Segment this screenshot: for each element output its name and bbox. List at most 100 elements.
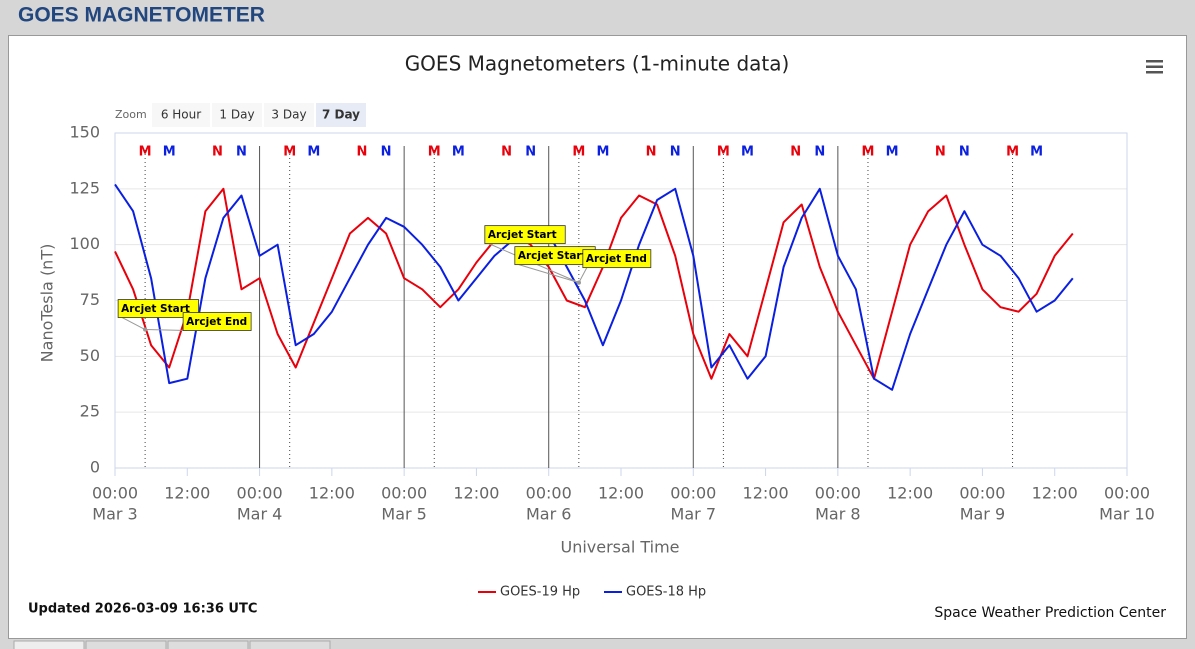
zoom-label: Zoom bbox=[115, 108, 147, 121]
x-tick-label: 12:00 bbox=[1032, 484, 1078, 503]
series-line bbox=[114, 183, 1074, 391]
zoom-button-label: 3 Day bbox=[271, 108, 306, 122]
annotation-point bbox=[143, 327, 148, 332]
mn-marker: M bbox=[741, 145, 754, 160]
x-tick-label: 00:00 bbox=[237, 484, 283, 503]
x-tick-label: Mar 6 bbox=[526, 505, 571, 524]
tab[interactable] bbox=[13, 640, 85, 649]
mn-marker: M bbox=[428, 145, 441, 160]
mn-marker: M bbox=[596, 145, 609, 160]
x-tick-label: 12:00 bbox=[598, 484, 644, 503]
y-axis-title: NanoTesla (nT) bbox=[38, 244, 57, 363]
menu-button[interactable] bbox=[1146, 60, 1163, 74]
annotation-text: Arcjet Start bbox=[488, 229, 557, 241]
x-tick-label: Mar 10 bbox=[1099, 505, 1155, 524]
x-tick-label: Mar 9 bbox=[960, 505, 1005, 524]
x-tick-label: Mar 8 bbox=[815, 505, 860, 524]
tab[interactable] bbox=[249, 640, 331, 649]
x-tick-label: 00:00 bbox=[526, 484, 572, 503]
mn-marker: M bbox=[163, 145, 176, 160]
x-tick-label: 00:00 bbox=[670, 484, 716, 503]
chart-title: GOES Magnetometers (1-minute data) bbox=[405, 52, 790, 76]
mn-marker: M bbox=[1006, 145, 1019, 160]
menu-bar bbox=[1146, 60, 1163, 63]
mn-marker: M bbox=[717, 145, 730, 160]
legend-item[interactable]: GOES-19 Hp bbox=[478, 585, 580, 600]
annotation-box bbox=[117, 299, 199, 318]
menu-bar bbox=[1146, 71, 1163, 74]
credit: Space Weather Prediction Center bbox=[934, 605, 1166, 621]
zoom-button[interactable] bbox=[264, 103, 314, 127]
x-tick-label: 12:00 bbox=[164, 484, 210, 503]
x-tick-label: Mar 7 bbox=[671, 505, 716, 524]
mn-marker: M bbox=[886, 145, 899, 160]
zoom-button[interactable] bbox=[152, 103, 210, 127]
x-axis-title: Universal Time bbox=[560, 538, 679, 557]
y-tick-label: 100 bbox=[69, 234, 100, 253]
annotation-box bbox=[182, 312, 252, 331]
legend-label: GOES-19 Hp bbox=[500, 585, 580, 600]
x-tick-label: 12:00 bbox=[453, 484, 499, 503]
zoom-button-label: 1 Day bbox=[219, 108, 254, 122]
page-title: GOES MAGNETOMETER bbox=[18, 4, 265, 27]
x-tick-label: 00:00 bbox=[1104, 484, 1150, 503]
mn-marker: M bbox=[572, 145, 585, 160]
mn-marker: N bbox=[236, 145, 247, 160]
y-tick-label: 75 bbox=[80, 290, 100, 309]
mn-marker: N bbox=[959, 145, 970, 160]
x-tick-label: Mar 3 bbox=[92, 505, 137, 524]
x-tick-label: Mar 4 bbox=[237, 505, 282, 524]
tab[interactable] bbox=[85, 640, 167, 649]
annotation-box bbox=[582, 249, 652, 269]
zoom-button[interactable] bbox=[316, 103, 366, 127]
annotation-text: Arcjet End bbox=[586, 253, 647, 265]
annotation-text: Arcjet Start bbox=[121, 303, 190, 315]
annotation-text: Arcjet Start bbox=[518, 250, 587, 262]
mn-marker: M bbox=[862, 145, 875, 160]
x-tick-label: 00:00 bbox=[381, 484, 427, 503]
updated-text: Updated 2026-03-09 16:36 UTC bbox=[28, 602, 257, 617]
x-tick-label: 12:00 bbox=[309, 484, 355, 503]
x-tick-label: Mar 5 bbox=[381, 505, 426, 524]
y-tick-label: 125 bbox=[69, 178, 100, 197]
x-tick-label: 00:00 bbox=[959, 484, 1005, 503]
zoom-button-label: 6 Hour bbox=[161, 108, 201, 122]
menu-bar bbox=[1146, 65, 1163, 68]
mn-marker: M bbox=[139, 145, 152, 160]
mn-marker: N bbox=[501, 145, 512, 160]
mn-marker: N bbox=[790, 145, 801, 160]
x-tick-label: 12:00 bbox=[887, 484, 933, 503]
y-tick-label: 25 bbox=[80, 402, 100, 421]
mn-marker: M bbox=[307, 145, 320, 160]
annotation-box bbox=[484, 225, 566, 245]
annotation-connector bbox=[578, 267, 588, 283]
y-tick-label: 50 bbox=[80, 346, 100, 365]
mn-marker: N bbox=[381, 145, 392, 160]
x-tick-label: 00:00 bbox=[815, 484, 861, 503]
x-tick-label: 12:00 bbox=[743, 484, 789, 503]
zoom-button-label: 7 Day bbox=[322, 108, 360, 122]
zoom-button[interactable] bbox=[212, 103, 262, 127]
annotation-connector bbox=[518, 264, 579, 284]
series-line bbox=[114, 187, 1074, 380]
annotation-text: Arcjet End bbox=[186, 316, 247, 328]
mn-marker: M bbox=[283, 145, 296, 160]
mn-marker: N bbox=[935, 145, 946, 160]
mn-marker: N bbox=[814, 145, 825, 160]
tab[interactable] bbox=[167, 640, 249, 649]
y-tick-label: 0 bbox=[90, 458, 100, 477]
x-tick-label: 00:00 bbox=[92, 484, 138, 503]
annotation-connector bbox=[121, 317, 146, 330]
annotation-connector bbox=[145, 329, 188, 332]
legend-item[interactable]: GOES-18 Hp bbox=[604, 585, 706, 600]
mn-marker: N bbox=[670, 145, 681, 160]
mn-marker: M bbox=[452, 145, 465, 160]
mn-marker: N bbox=[646, 145, 657, 160]
mn-marker: N bbox=[525, 145, 536, 160]
legend-label: GOES-18 Hp bbox=[626, 585, 706, 600]
panel bbox=[8, 35, 1187, 639]
mn-marker: N bbox=[357, 145, 368, 160]
mn-marker: N bbox=[212, 145, 223, 160]
